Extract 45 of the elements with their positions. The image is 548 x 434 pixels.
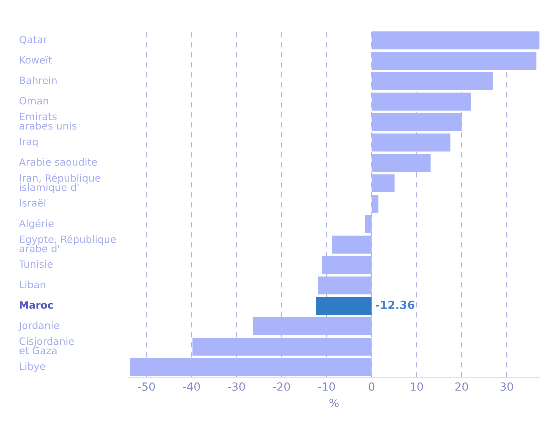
y-tick-label: Israël — [20, 199, 46, 207]
bar — [332, 236, 372, 254]
x-axis-title: % — [330, 398, 339, 408]
bar — [372, 92, 472, 111]
bar — [372, 154, 431, 172]
y-tick-label: Koweït — [20, 56, 52, 64]
x-tick-label: 20 — [456, 382, 468, 392]
bar — [318, 276, 372, 295]
y-tick-label: Qatar — [20, 36, 48, 45]
y-tick-label: Jordanie — [18, 322, 60, 332]
bar — [322, 256, 372, 274]
x-tick-label: -50 — [138, 382, 156, 392]
y-tick-label: Iran, République islamique d' — [20, 174, 101, 194]
bar — [365, 215, 372, 234]
y-tick-label: Algérie — [19, 219, 54, 230]
y-tick-label: Arabie saoudite — [19, 158, 98, 166]
y-tick-label: Tunisie — [19, 260, 53, 268]
bar — [192, 338, 372, 356]
y-tick-label: Cisjordanie et Gaza — [20, 337, 74, 354]
y-tick-label: Libye — [20, 362, 46, 372]
y-tick-label: Liban — [20, 280, 46, 289]
x-tick-label: -20 — [273, 382, 290, 392]
x-tick-label: 30 — [500, 382, 514, 392]
bar — [372, 52, 537, 70]
y-tick-label: Iraq — [20, 138, 38, 148]
x-tick-label: 10 — [411, 382, 424, 392]
x-tick-label: -30 — [228, 382, 246, 392]
bar — [372, 32, 540, 50]
x-tick-label: -40 — [183, 382, 200, 392]
bar — [372, 72, 493, 90]
bar — [372, 174, 395, 193]
bar — [372, 194, 379, 213]
data-label: -12.36 — [376, 300, 415, 310]
y-tick-label: Egypte, République arabe d' — [20, 235, 116, 253]
y-tick-label: Maroc — [20, 302, 53, 309]
bar — [372, 134, 451, 152]
y-tick-label: Emirats arabes unis — [20, 112, 77, 130]
bar — [253, 318, 372, 336]
bar — [130, 358, 372, 376]
bar — [316, 297, 372, 316]
bar — [372, 113, 462, 132]
x-tick-label: 0 — [369, 382, 375, 392]
y-tick-label: Bahrein — [20, 76, 57, 84]
y-tick-label: Oman — [20, 97, 48, 105]
x-tick-label: -10 — [318, 382, 336, 392]
